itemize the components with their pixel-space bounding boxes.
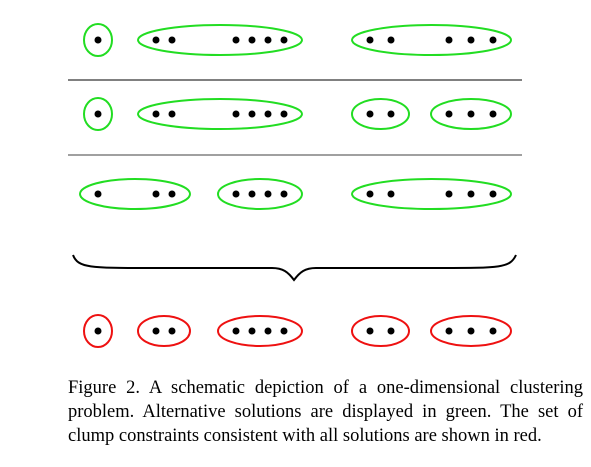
solution-1-point-p2: [152, 36, 160, 44]
solution-1-point-p6: [264, 36, 272, 44]
solution-2-point-p6: [264, 110, 272, 118]
solution-3-point-p5: [248, 190, 256, 198]
solution-1-cluster-2: [137, 24, 303, 56]
solution-3-point-p8: [366, 190, 374, 198]
clump-constraints-cluster-5: [430, 315, 512, 347]
rows-layer: [79, 23, 512, 348]
solution-1-point-p3: [168, 36, 176, 44]
solution-1-point-p7: [280, 36, 288, 44]
solution-3-point-p12: [489, 190, 497, 198]
solution-3-point-p11: [467, 190, 475, 198]
solution-3-point-p10: [445, 190, 453, 198]
solution-1: [83, 23, 512, 57]
figure-caption: Figure 2. A schematic depiction of a one…: [68, 378, 583, 446]
solution-3-cluster-2: [217, 178, 303, 210]
solution-2-point-p9: [387, 110, 395, 118]
clump-constraints-point-p12: [489, 327, 497, 335]
solution-1-point-p11: [467, 36, 475, 44]
solution-1-point-p10: [445, 36, 453, 44]
solution-3-point-p1: [94, 190, 102, 198]
solution-1-cluster-1: [83, 23, 113, 57]
solution-3: [79, 178, 512, 210]
solution-1-point-p4: [232, 36, 240, 44]
clump-constraints-point-p10: [445, 327, 453, 335]
solution-1-point-p9: [387, 36, 395, 44]
solution-1-cluster-3: [351, 24, 512, 56]
solution-2-point-p8: [366, 110, 374, 118]
solution-2-point-p2: [152, 110, 160, 118]
solution-1-point-p12: [489, 36, 497, 44]
clump-constraints-point-p11: [467, 327, 475, 335]
solution-3-point-p4: [232, 190, 240, 198]
solution-3-point-p2: [152, 190, 160, 198]
solution-2-point-p7: [280, 110, 288, 118]
clustering-diagram: [68, 23, 522, 348]
solution-2: [83, 97, 512, 131]
solution-2-point-p3: [168, 110, 176, 118]
solution-2-cluster-1: [83, 97, 113, 131]
clump-constraints-cluster-2: [137, 315, 191, 347]
solution-2-point-p12: [489, 110, 497, 118]
clump-constraints-cluster-1: [83, 314, 113, 348]
solution-3-cluster-3: [351, 178, 512, 210]
solution-2-cluster-4: [430, 98, 512, 130]
clump-constraints-point-p7: [280, 327, 288, 335]
clump-constraints-point-p1: [94, 327, 102, 335]
solution-2-cluster-3: [351, 98, 410, 130]
clump-constraints-cluster-4: [351, 315, 410, 347]
solution-1-point-p1: [94, 36, 102, 44]
solution-1-point-p5: [248, 36, 256, 44]
solution-3-cluster-1: [79, 178, 191, 210]
solution-2-point-p5: [248, 110, 256, 118]
solution-2-point-p1: [94, 110, 102, 118]
clump-constraints-point-p6: [264, 327, 272, 335]
consistency-brace: [72, 254, 517, 282]
solution-3-point-p9: [387, 190, 395, 198]
clump-constraints-point-p9: [387, 327, 395, 335]
solution-2-cluster-2: [137, 98, 303, 130]
clump-constraints-point-p8: [366, 327, 374, 335]
clump-constraints-point-p2: [152, 327, 160, 335]
clump-constraints-point-p5: [248, 327, 256, 335]
solution-2-point-p10: [445, 110, 453, 118]
clump-constraints-point-p3: [168, 327, 176, 335]
solution-2-point-p11: [467, 110, 475, 118]
solution-3-point-p3: [168, 190, 176, 198]
solution-3-point-p7: [280, 190, 288, 198]
clump-constraints-cluster-3: [217, 315, 303, 347]
clump-constraints-point-p4: [232, 327, 240, 335]
clump-constraints: [83, 314, 512, 348]
solution-3-point-p6: [264, 190, 272, 198]
solution-2-point-p4: [232, 110, 240, 118]
solution-1-point-p8: [366, 36, 374, 44]
